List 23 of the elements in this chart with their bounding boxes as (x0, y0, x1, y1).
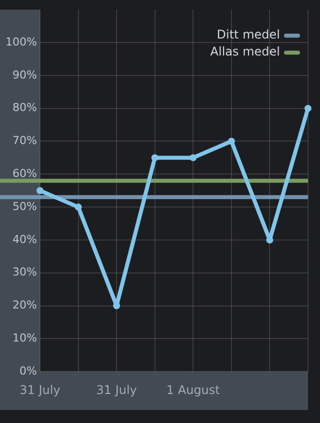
point (74, 204, 82, 211)
point (304, 104, 312, 112)
point (190, 154, 197, 162)
y-tick-label: 70% (12, 134, 37, 148)
y-tick-label: 30% (12, 266, 37, 279)
x-tick-label: 31 July (20, 382, 60, 397)
y-tick-label: 20% (12, 298, 37, 312)
point (36, 187, 44, 194)
legend-label: Ditt medel (216, 28, 280, 42)
y-tick-label: 10% (12, 332, 37, 345)
x-tick-label: 1 August (166, 382, 220, 397)
point (151, 154, 158, 162)
y-tick-label: 60% (12, 167, 37, 180)
y-tick-label: 40% (12, 232, 37, 246)
y-tick-label: 50% (12, 200, 37, 213)
y-tick-label: 100% (6, 35, 37, 48)
y-tick-label: 0% (20, 364, 37, 378)
legend-label: Allas medel (210, 44, 280, 59)
point (113, 302, 120, 310)
y-tick-label: 80% (12, 101, 37, 114)
x-tick-label: 31 July (96, 382, 137, 397)
y-tick-label: 90% (12, 68, 37, 82)
point (228, 138, 235, 145)
